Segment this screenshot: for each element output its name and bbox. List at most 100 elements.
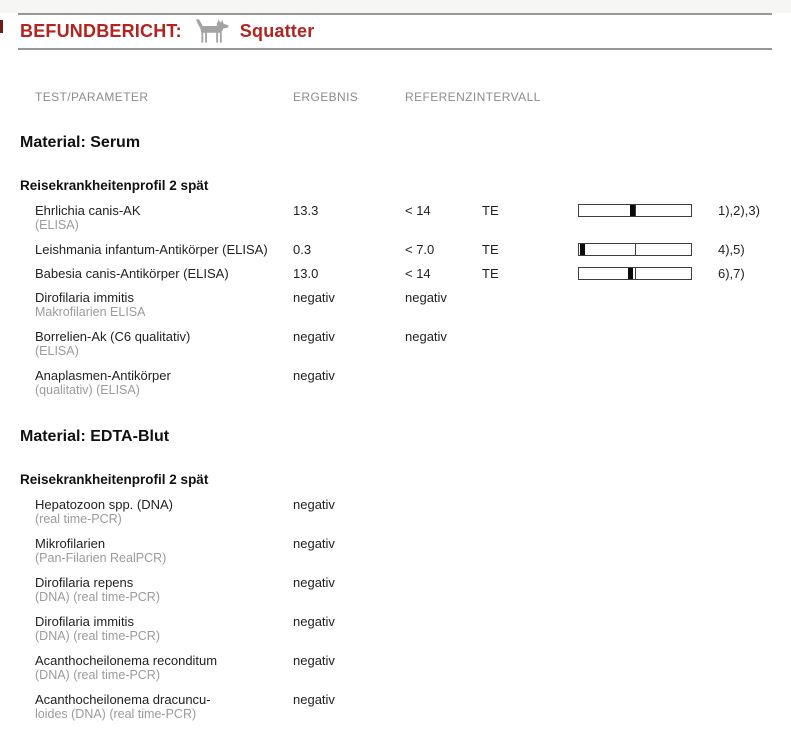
footnote-refs: 4),5) (718, 242, 745, 257)
test-row: Hepatozoon spp. (DNA) (real time-PCR) ne… (35, 497, 791, 527)
range-bar-cell (578, 692, 718, 722)
dog-silhouette-icon (194, 19, 231, 44)
test-method: (Pan-Filarien RealPCR) (35, 551, 167, 565)
footnote-refs: 6),7) (718, 266, 745, 281)
column-header-result: ERGEBNIS (293, 90, 359, 104)
range-bar-cell (578, 536, 718, 566)
test-method: (ELISA) (35, 344, 79, 358)
range-bar (578, 267, 692, 280)
page-edge-artifact (0, 20, 3, 33)
column-header-test: TEST/PARAMETER (35, 90, 149, 104)
footnote-refs (718, 653, 791, 683)
patient-name: Squatter (239, 21, 315, 41)
test-name: Dirofilaria immitis (35, 290, 134, 305)
test-method: (DNA) (real time-PCR) (35, 629, 160, 643)
range-bar-cell (578, 368, 718, 398)
test-name: Anaplasmen-Antikörper (35, 368, 171, 383)
test-row: Acanthocheilonema dracuncu- loides (DNA)… (35, 692, 791, 722)
test-row: Ehrlichia canis-AK (ELISA) 13.3 < 14 TE … (35, 203, 791, 233)
test-name: Mikrofilarien (35, 536, 106, 551)
result-value: negativ (293, 653, 335, 668)
test-name: Dirofilaria repens (35, 575, 134, 590)
test-name: Babesia canis-Antikörper (ELISA) (35, 266, 229, 281)
reference-value: < 7.0 (405, 242, 435, 257)
test-name: Acanthocheilonema reconditum (35, 653, 218, 668)
unit-label (482, 536, 578, 566)
reference-value (405, 536, 482, 566)
reference-value (405, 653, 482, 683)
reference-value (405, 575, 482, 605)
result-value: negativ (293, 290, 335, 305)
test-row: Dirofilaria repens (DNA) (real time-PCR)… (35, 575, 791, 605)
test-method: (real time-PCR) (35, 512, 122, 526)
range-bar-divider (635, 205, 636, 216)
unit-label (482, 575, 578, 605)
range-bar (578, 204, 692, 217)
footnote-refs (718, 329, 791, 359)
material-section: Material: Serum Reisekrankheitenprofil 2… (0, 134, 791, 398)
test-row: Borrelien-Ak (C6 qualitativ) (ELISA) neg… (35, 329, 791, 359)
column-header-reference: REFERENZINTERVALL (405, 90, 541, 104)
range-bar-cell (578, 497, 718, 527)
range-bar-cell (578, 203, 718, 233)
footnote-refs (718, 368, 791, 398)
footnote-refs (718, 692, 791, 722)
unit-label (482, 614, 578, 644)
result-value: negativ (293, 536, 335, 551)
result-value: negativ (293, 368, 335, 383)
result-value: negativ (293, 329, 335, 344)
test-method: (DNA) (real time-PCR) (35, 590, 160, 604)
reference-value (405, 497, 482, 527)
range-bar-divider (635, 244, 636, 255)
profile-heading: Reisekrankheitenprofil 2 spät (20, 178, 209, 193)
range-bar-marker (629, 205, 635, 216)
test-name: Acanthocheilonema dracuncu- (35, 692, 211, 707)
test-row: Acanthocheilonema reconditum (DNA) (real… (35, 653, 791, 683)
test-method: (ELISA) (35, 218, 79, 232)
column-headers: TEST/PARAMETER ERGEBNIS REFERENZINTERVAL… (0, 90, 791, 104)
range-bar-divider (635, 268, 636, 279)
range-bar-cell (578, 242, 718, 257)
footnote-refs (718, 497, 791, 527)
test-name: Ehrlichia canis-AK (35, 203, 141, 218)
test-row: Babesia canis-Antikörper (ELISA) 13.0 < … (35, 266, 791, 281)
unit-label (482, 497, 578, 527)
test-method: Makrofilarien ELISA (35, 305, 146, 319)
test-row: Dirofilaria immitis (DNA) (real time-PCR… (35, 614, 791, 644)
test-method: loides (DNA) (real time-PCR) (35, 707, 197, 721)
result-value: 0.3 (293, 242, 312, 257)
reference-value (405, 692, 482, 722)
unit-label (482, 692, 578, 722)
report-title: BEFUNDBERICHT: (20, 21, 182, 41)
result-value: negativ (293, 575, 335, 590)
unit-label: TE (482, 203, 499, 218)
test-name: Dirofilaria immitis (35, 614, 134, 629)
result-value: 13.3 (293, 203, 319, 218)
reference-value (405, 614, 482, 644)
footnote-refs (718, 290, 791, 320)
material-heading: Material: EDTA-Blut (20, 428, 170, 445)
page-top-strip (0, 0, 791, 13)
result-value: negativ (293, 497, 335, 512)
test-row: Leishmania infantum-Antikörper (ELISA) 0… (35, 242, 791, 257)
range-bar-marker (579, 244, 585, 255)
range-bar-cell (578, 575, 718, 605)
footnote-refs (718, 536, 791, 566)
range-bar-marker (628, 268, 634, 279)
unit-label (482, 329, 578, 359)
result-value: negativ (293, 692, 335, 707)
unit-label (482, 653, 578, 683)
footnote-refs (718, 575, 791, 605)
reference-value: negativ (405, 329, 447, 344)
reference-value: negativ (405, 290, 447, 305)
test-row: Dirofilaria immitis Makrofilarien ELISA … (35, 290, 791, 320)
range-bar-cell (578, 653, 718, 683)
test-rows: Ehrlichia canis-AK (ELISA) 13.3 < 14 TE … (0, 203, 791, 398)
test-name: Hepatozoon spp. (DNA) (35, 497, 174, 512)
range-bar-cell (578, 290, 718, 320)
test-name: Borrelien-Ak (C6 qualitativ) (35, 329, 191, 344)
test-name: Leishmania infantum-Antikörper (ELISA) (35, 242, 268, 257)
unit-label: TE (482, 266, 499, 281)
test-rows: Hepatozoon spp. (DNA) (real time-PCR) ne… (0, 497, 791, 722)
result-value: 13.0 (293, 266, 319, 281)
